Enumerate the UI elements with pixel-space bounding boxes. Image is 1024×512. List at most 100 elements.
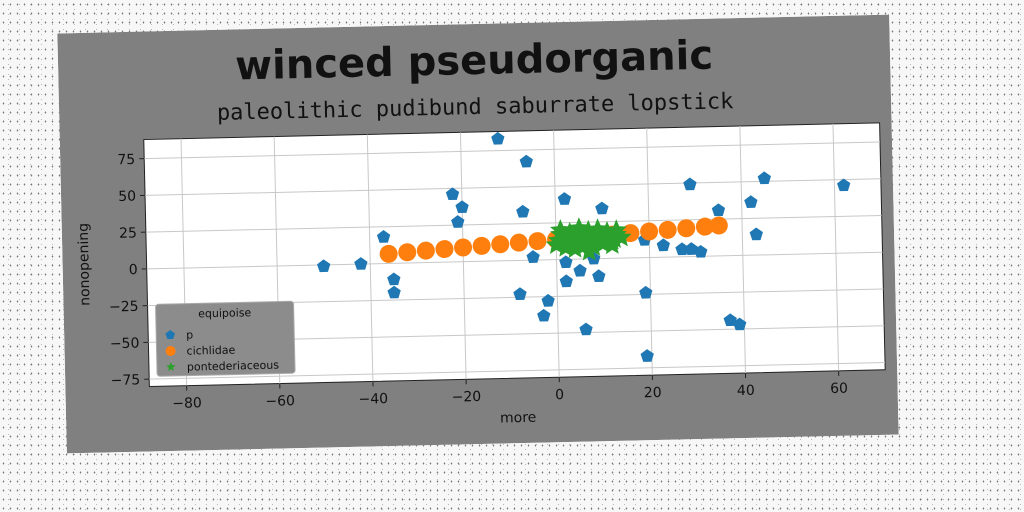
data-point-p — [675, 242, 689, 256]
data-point-p — [694, 244, 708, 258]
y-tick-label: 50 — [118, 189, 136, 205]
y-axis-label: nonopening — [76, 223, 94, 306]
x-axis-ticks: −80 −60 −40 −20 0 20 40 60 — [172, 370, 848, 412]
data-point-cichlidae — [509, 233, 528, 252]
data-point-p — [557, 192, 572, 205]
data-point-p — [317, 259, 331, 273]
x-axis-label: more — [500, 410, 537, 427]
data-point-cichlidae — [454, 238, 473, 257]
figure: winced pseudorganic paleolithic pudibund… — [57, 14, 899, 454]
data-point-p — [573, 263, 587, 277]
legend-title: equipoise — [198, 306, 252, 320]
legend-marker-pontederiaceous — [166, 362, 176, 372]
data-point-p — [683, 177, 697, 191]
data-point-p — [376, 230, 391, 243]
data-point-p — [711, 203, 726, 217]
x-tick-label: 40 — [737, 383, 755, 399]
data-point-cichlidae — [640, 222, 659, 241]
data-point-p — [639, 285, 653, 299]
data-point-cichlidae — [695, 217, 714, 236]
data-point-p — [537, 308, 551, 322]
data-point-cichlidae — [658, 220, 677, 239]
data-point-p — [640, 349, 654, 362]
data-point-p — [732, 317, 747, 331]
data-point-p — [723, 313, 737, 327]
data-point-p — [445, 187, 460, 201]
data-point-p — [559, 274, 573, 288]
data-point-p — [451, 215, 465, 228]
x-tick-label: −40 — [358, 391, 388, 408]
plot-area — [143, 122, 886, 388]
data-point-p — [579, 322, 593, 336]
y-grid-line — [149, 361, 886, 380]
data-point-cichlidae — [677, 219, 696, 238]
data-point-pontederiaceous — [578, 240, 600, 261]
data-point-p — [592, 269, 606, 283]
data-point-cichlidae — [472, 236, 491, 255]
series-p — [164, 131, 851, 362]
x-grid-line — [739, 126, 746, 373]
data-point-cichlidae — [709, 216, 728, 235]
x-tick-label: 20 — [644, 385, 662, 401]
data-point-pontederiaceous — [549, 219, 571, 240]
data-point-pontederiaceous — [561, 226, 583, 247]
legend-label-pontederiaceous: pontederiaceous — [187, 359, 280, 374]
data-point-pontederiaceous — [568, 217, 590, 238]
x-tick-label: −80 — [172, 395, 202, 412]
data-point-pontederiaceous — [575, 227, 597, 248]
data-point-pontederiaceous — [589, 229, 611, 250]
y-grid-line — [146, 251, 883, 270]
data-point-p — [513, 287, 527, 301]
y-tick-label: 0 — [129, 262, 138, 278]
data-point-cichlidae — [398, 243, 417, 262]
x-tick-label: 0 — [555, 387, 564, 403]
y-tick-label: −75 — [111, 372, 141, 389]
data-point-p — [837, 178, 851, 192]
data-point-p — [684, 242, 699, 255]
data-point-cichlidae — [379, 244, 398, 263]
data-point-p — [595, 201, 609, 215]
y-grid-line — [145, 178, 881, 196]
y-tick-label: 25 — [119, 225, 137, 241]
legend-marker-p — [165, 330, 175, 340]
data-point-p — [491, 131, 505, 145]
y-tick-label: −50 — [110, 336, 140, 353]
data-point-p — [526, 250, 540, 263]
data-point-cichlidae — [416, 241, 435, 260]
data-point-pontederiaceous — [603, 228, 625, 249]
x-grid-line — [646, 128, 653, 376]
data-point-pontederiaceous — [547, 229, 569, 250]
x-grid-line — [366, 134, 374, 382]
data-point-p — [455, 200, 469, 214]
data-point-p — [519, 154, 533, 168]
legend-label-p: p — [186, 328, 193, 341]
data-point-p — [757, 171, 771, 185]
chart-title: winced pseudorganic — [235, 33, 714, 90]
data-point-cichlidae — [528, 232, 547, 251]
y-grid-line — [145, 214, 882, 233]
data-point-cichlidae — [491, 235, 510, 254]
scatter-chart: winced pseudorganic paleolithic pudibund… — [57, 14, 899, 454]
series-pontederiaceous — [545, 217, 632, 261]
data-point-p — [354, 257, 368, 270]
y-tick-label: −25 — [109, 299, 139, 316]
y-axis-ticks: −75 −50 −25 0 25 50 75 — [109, 152, 150, 389]
data-point-pontederiaceous — [605, 219, 627, 240]
x-tick-label: 60 — [830, 381, 848, 397]
x-grid-line — [832, 123, 840, 371]
data-point-p — [744, 195, 758, 208]
y-tick-label: 75 — [117, 152, 135, 168]
data-point-cichlidae — [435, 240, 454, 259]
legend-marker-cichlidae — [165, 346, 176, 357]
x-tick-label: −60 — [265, 393, 295, 410]
data-point-p — [516, 204, 530, 218]
data-point-p — [749, 227, 763, 241]
data-point-pontederiaceous — [587, 218, 609, 239]
x-grid-line — [553, 130, 560, 378]
data-point-p — [387, 272, 401, 286]
x-tick-label: −20 — [452, 389, 482, 406]
data-marks — [164, 131, 851, 362]
data-point-p — [559, 255, 573, 269]
